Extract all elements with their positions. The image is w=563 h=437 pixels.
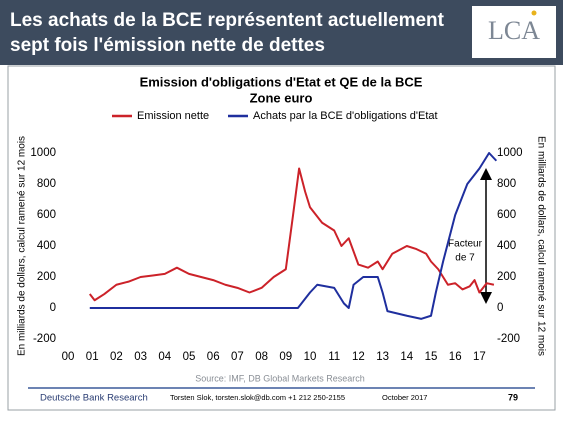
x-tick-label: 14	[400, 351, 413, 363]
footer-contact: Torsten Slok, torsten.slok@db.com +1 212…	[170, 393, 345, 402]
y2-axis-title: En milliards de dollars, calcul ramené s…	[535, 136, 546, 356]
y2-tick-label: 400	[497, 240, 516, 252]
y-tick-label: 1000	[30, 147, 56, 159]
slide-title: Les achats de la BCE représentent actuel…	[10, 10, 445, 31]
y2-tick-label: 1000	[497, 147, 523, 159]
x-tick-label: 07	[231, 351, 244, 363]
footer-source: Deutsche Bank Research	[40, 393, 148, 404]
y2-tick-label: 800	[497, 178, 516, 190]
logo-dot	[531, 10, 537, 16]
page-number: 79	[508, 392, 518, 402]
y-tick-label: -200	[33, 333, 56, 345]
x-tick-label: 04	[158, 351, 171, 363]
legend-label: Achats par la BCE d'obligations d'Etat	[253, 110, 438, 122]
x-tick-label: 05	[183, 351, 196, 363]
source: Source: IMF, DB Global Markets Research	[195, 373, 365, 383]
x-tick-label: 16	[449, 351, 462, 363]
x-tick-label: 10	[304, 351, 317, 363]
y-tick-label: 400	[37, 240, 56, 252]
series-line	[89, 152, 498, 320]
x-tick-label: 02	[110, 351, 123, 363]
y-tick-label: 600	[37, 209, 56, 221]
logo: LCA	[488, 16, 540, 45]
y-tick-label: 800	[37, 178, 56, 190]
y-tick-label: 0	[50, 302, 56, 314]
annotation: de 7	[455, 253, 475, 264]
legend-label: Emission nette	[137, 110, 209, 122]
x-tick-label: 08	[255, 351, 268, 363]
chart-frame	[7, 65, 556, 411]
x-tick-label: 01	[86, 351, 99, 363]
x-tick-label: 00	[62, 351, 75, 363]
chart-title: Emission d'obligations d'Etat et QE de l…	[140, 74, 423, 89]
footer-date: October 2017	[382, 393, 427, 402]
x-tick-label: 09	[279, 351, 292, 363]
slide-title: sept fois l'émission nette de dettes	[10, 35, 325, 56]
y-axis-title: En milliards de dollars, calcul ramené s…	[17, 136, 28, 356]
x-tick-label: 03	[134, 351, 147, 363]
y2-tick-label: 200	[497, 271, 516, 283]
x-tick-label: 06	[207, 351, 220, 363]
chart-subtitle: Zone euro	[250, 90, 313, 105]
x-tick-label: 11	[328, 351, 340, 363]
x-tick-label: 12	[352, 351, 365, 363]
annotation-bg	[446, 236, 482, 266]
x-tick-label: 15	[425, 351, 438, 363]
y2-tick-label: -200	[497, 333, 520, 345]
y2-tick-label: 0	[497, 302, 503, 314]
logo-box	[472, 6, 556, 58]
y2-tick-label: 600	[497, 209, 516, 221]
header-band	[0, 0, 563, 65]
annotation: Facteur	[448, 239, 483, 250]
x-tick-label: 17	[473, 351, 486, 363]
series-line	[88, 167, 495, 302]
x-tick-label: 13	[376, 351, 389, 363]
y-tick-label: 200	[37, 271, 56, 283]
